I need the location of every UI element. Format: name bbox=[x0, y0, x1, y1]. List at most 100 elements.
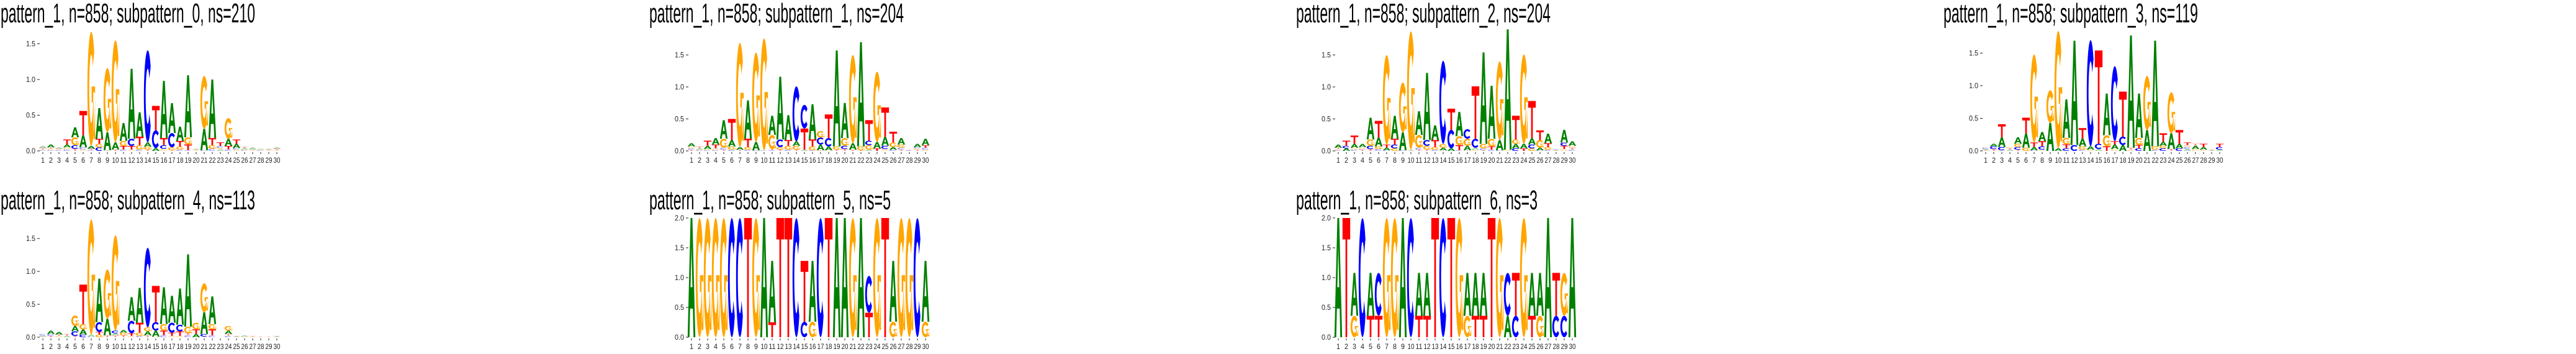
logo-column bbox=[832, 50, 841, 151]
logo-letter-C bbox=[240, 150, 248, 151]
logo-letter-C bbox=[208, 148, 215, 151]
logo-letter-G bbox=[1495, 218, 1504, 337]
logo-letter-G bbox=[727, 146, 736, 150]
logo-column bbox=[1528, 273, 1536, 337]
x-tick-label: 16 bbox=[809, 342, 816, 351]
logo-column bbox=[711, 138, 720, 151]
logo-letter-T bbox=[2175, 130, 2184, 144]
logo-letter-C bbox=[913, 218, 921, 337]
logo-letter-C bbox=[184, 335, 191, 337]
logo-letter-A bbox=[2014, 137, 2022, 144]
logo-letter-A bbox=[192, 334, 200, 337]
logo-letter-C bbox=[1374, 273, 1382, 316]
x-tick-label: 30 bbox=[1569, 342, 1576, 351]
y-tick-label: 1.5 bbox=[26, 234, 35, 243]
x-tick-label: 23 bbox=[1513, 156, 1520, 165]
logo-column bbox=[1447, 109, 1456, 151]
logo-letter-C bbox=[1511, 315, 1519, 337]
logo-letter-C bbox=[744, 149, 751, 151]
logo-letter-G bbox=[2062, 138, 2071, 145]
x-tick-label: 12 bbox=[2071, 156, 2078, 165]
x-tick-label: 15 bbox=[801, 156, 808, 165]
logo-column bbox=[1366, 117, 1375, 151]
logo-letter-T bbox=[1350, 135, 1359, 144]
x-tick-label: 3 bbox=[1353, 342, 1356, 351]
logo-column bbox=[808, 261, 817, 337]
logo-letter-A bbox=[2038, 132, 2047, 142]
y-tick-label: 0.5 bbox=[1969, 114, 1978, 123]
logo-letter-A bbox=[800, 149, 809, 151]
logo-letter-G bbox=[832, 146, 841, 150]
logo-svg: pattern_1, n=858; subpattern_6, ns=3 0.0 0… bbox=[1296, 185, 1577, 351]
logo-column bbox=[921, 138, 930, 151]
logo-letter-T bbox=[2022, 117, 2030, 134]
x-tick-label: 6 bbox=[730, 342, 734, 351]
logo-column bbox=[1463, 273, 1472, 337]
x-tick-label: 30 bbox=[922, 342, 929, 351]
x-tick-label: 18 bbox=[177, 342, 184, 351]
logo-letter-T bbox=[1415, 149, 1423, 151]
logo-letter-C bbox=[119, 149, 127, 151]
x-tick-label: 27 bbox=[250, 342, 256, 351]
logo-letter-T bbox=[63, 334, 71, 336]
logo-letter-C bbox=[1447, 130, 1454, 148]
x-tick-label: 29 bbox=[914, 156, 921, 165]
x-tick-label: 13 bbox=[1432, 342, 1439, 351]
logo-column bbox=[2070, 40, 2079, 151]
logo-letter-A bbox=[1398, 218, 1407, 337]
logo-letter-G bbox=[703, 218, 712, 337]
logo-letter-G bbox=[168, 147, 176, 150]
logo-letter-G bbox=[119, 332, 128, 335]
logo-letter-A bbox=[1981, 148, 1990, 150]
logo-letter-A bbox=[2070, 40, 2079, 145]
logo-column bbox=[168, 102, 176, 151]
logo-letter-G bbox=[1528, 148, 1536, 151]
logo-column bbox=[176, 126, 184, 151]
x-tick-label: 19 bbox=[1480, 156, 1487, 165]
logo-letter-C bbox=[2014, 147, 2021, 150]
logo-letter-T bbox=[2030, 142, 2038, 147]
x-tick-label: 27 bbox=[1545, 156, 1552, 165]
logo-letter-T bbox=[1560, 145, 1569, 149]
logo-letter-C bbox=[703, 150, 711, 151]
logo-panel-subpattern-2: pattern_1, n=858; subpattern_2, ns=204 0.… bbox=[1295, 0, 1941, 177]
x-tick-label: 8 bbox=[97, 156, 101, 165]
x-tick-label: 15 bbox=[801, 342, 808, 351]
x-tick-label: 29 bbox=[1561, 156, 1568, 165]
logo-column bbox=[1334, 144, 1343, 151]
logo-letter-G bbox=[2006, 147, 2014, 148]
x-tick-label: 22 bbox=[209, 156, 216, 165]
logo-letter-G bbox=[1358, 147, 1367, 149]
logo-letter-T bbox=[208, 138, 217, 145]
logo-letter-T bbox=[1568, 147, 1577, 150]
logo-column bbox=[224, 118, 233, 151]
y-tick-label: 1.0 bbox=[1322, 273, 1331, 282]
logo-letter-A bbox=[208, 79, 217, 138]
logo-letter-G bbox=[176, 335, 184, 337]
x-tick-label: 26 bbox=[1537, 156, 1544, 165]
logo-letter-C bbox=[784, 149, 791, 151]
logo-column bbox=[1455, 112, 1464, 151]
x-tick-label: 7 bbox=[2032, 156, 2036, 165]
logo-letter-A bbox=[808, 261, 817, 322]
logo-letter-A bbox=[38, 145, 47, 148]
logo-letter-G bbox=[889, 322, 898, 337]
logo-letter-C bbox=[63, 149, 70, 151]
logo-column bbox=[1334, 218, 1343, 337]
logo-letter-G bbox=[849, 55, 857, 143]
logo-letter-T bbox=[232, 139, 241, 144]
logo-letter-A bbox=[695, 148, 704, 150]
logo-letter-A bbox=[95, 278, 104, 322]
logo-letter-G bbox=[768, 135, 777, 149]
logo-column bbox=[727, 218, 735, 337]
logo-column bbox=[2006, 147, 2014, 151]
logo-column bbox=[38, 334, 47, 337]
logo-letter-T bbox=[1374, 315, 1383, 337]
x-tick-label: 21 bbox=[201, 342, 208, 351]
logo-letter-T bbox=[103, 335, 112, 337]
x-tick-label: 13 bbox=[1432, 156, 1439, 165]
logo-letter-C bbox=[2062, 148, 2069, 151]
logo-letter-T bbox=[176, 140, 184, 147]
logo-letter-G bbox=[2191, 148, 2200, 151]
logo-letter-G bbox=[79, 324, 88, 330]
